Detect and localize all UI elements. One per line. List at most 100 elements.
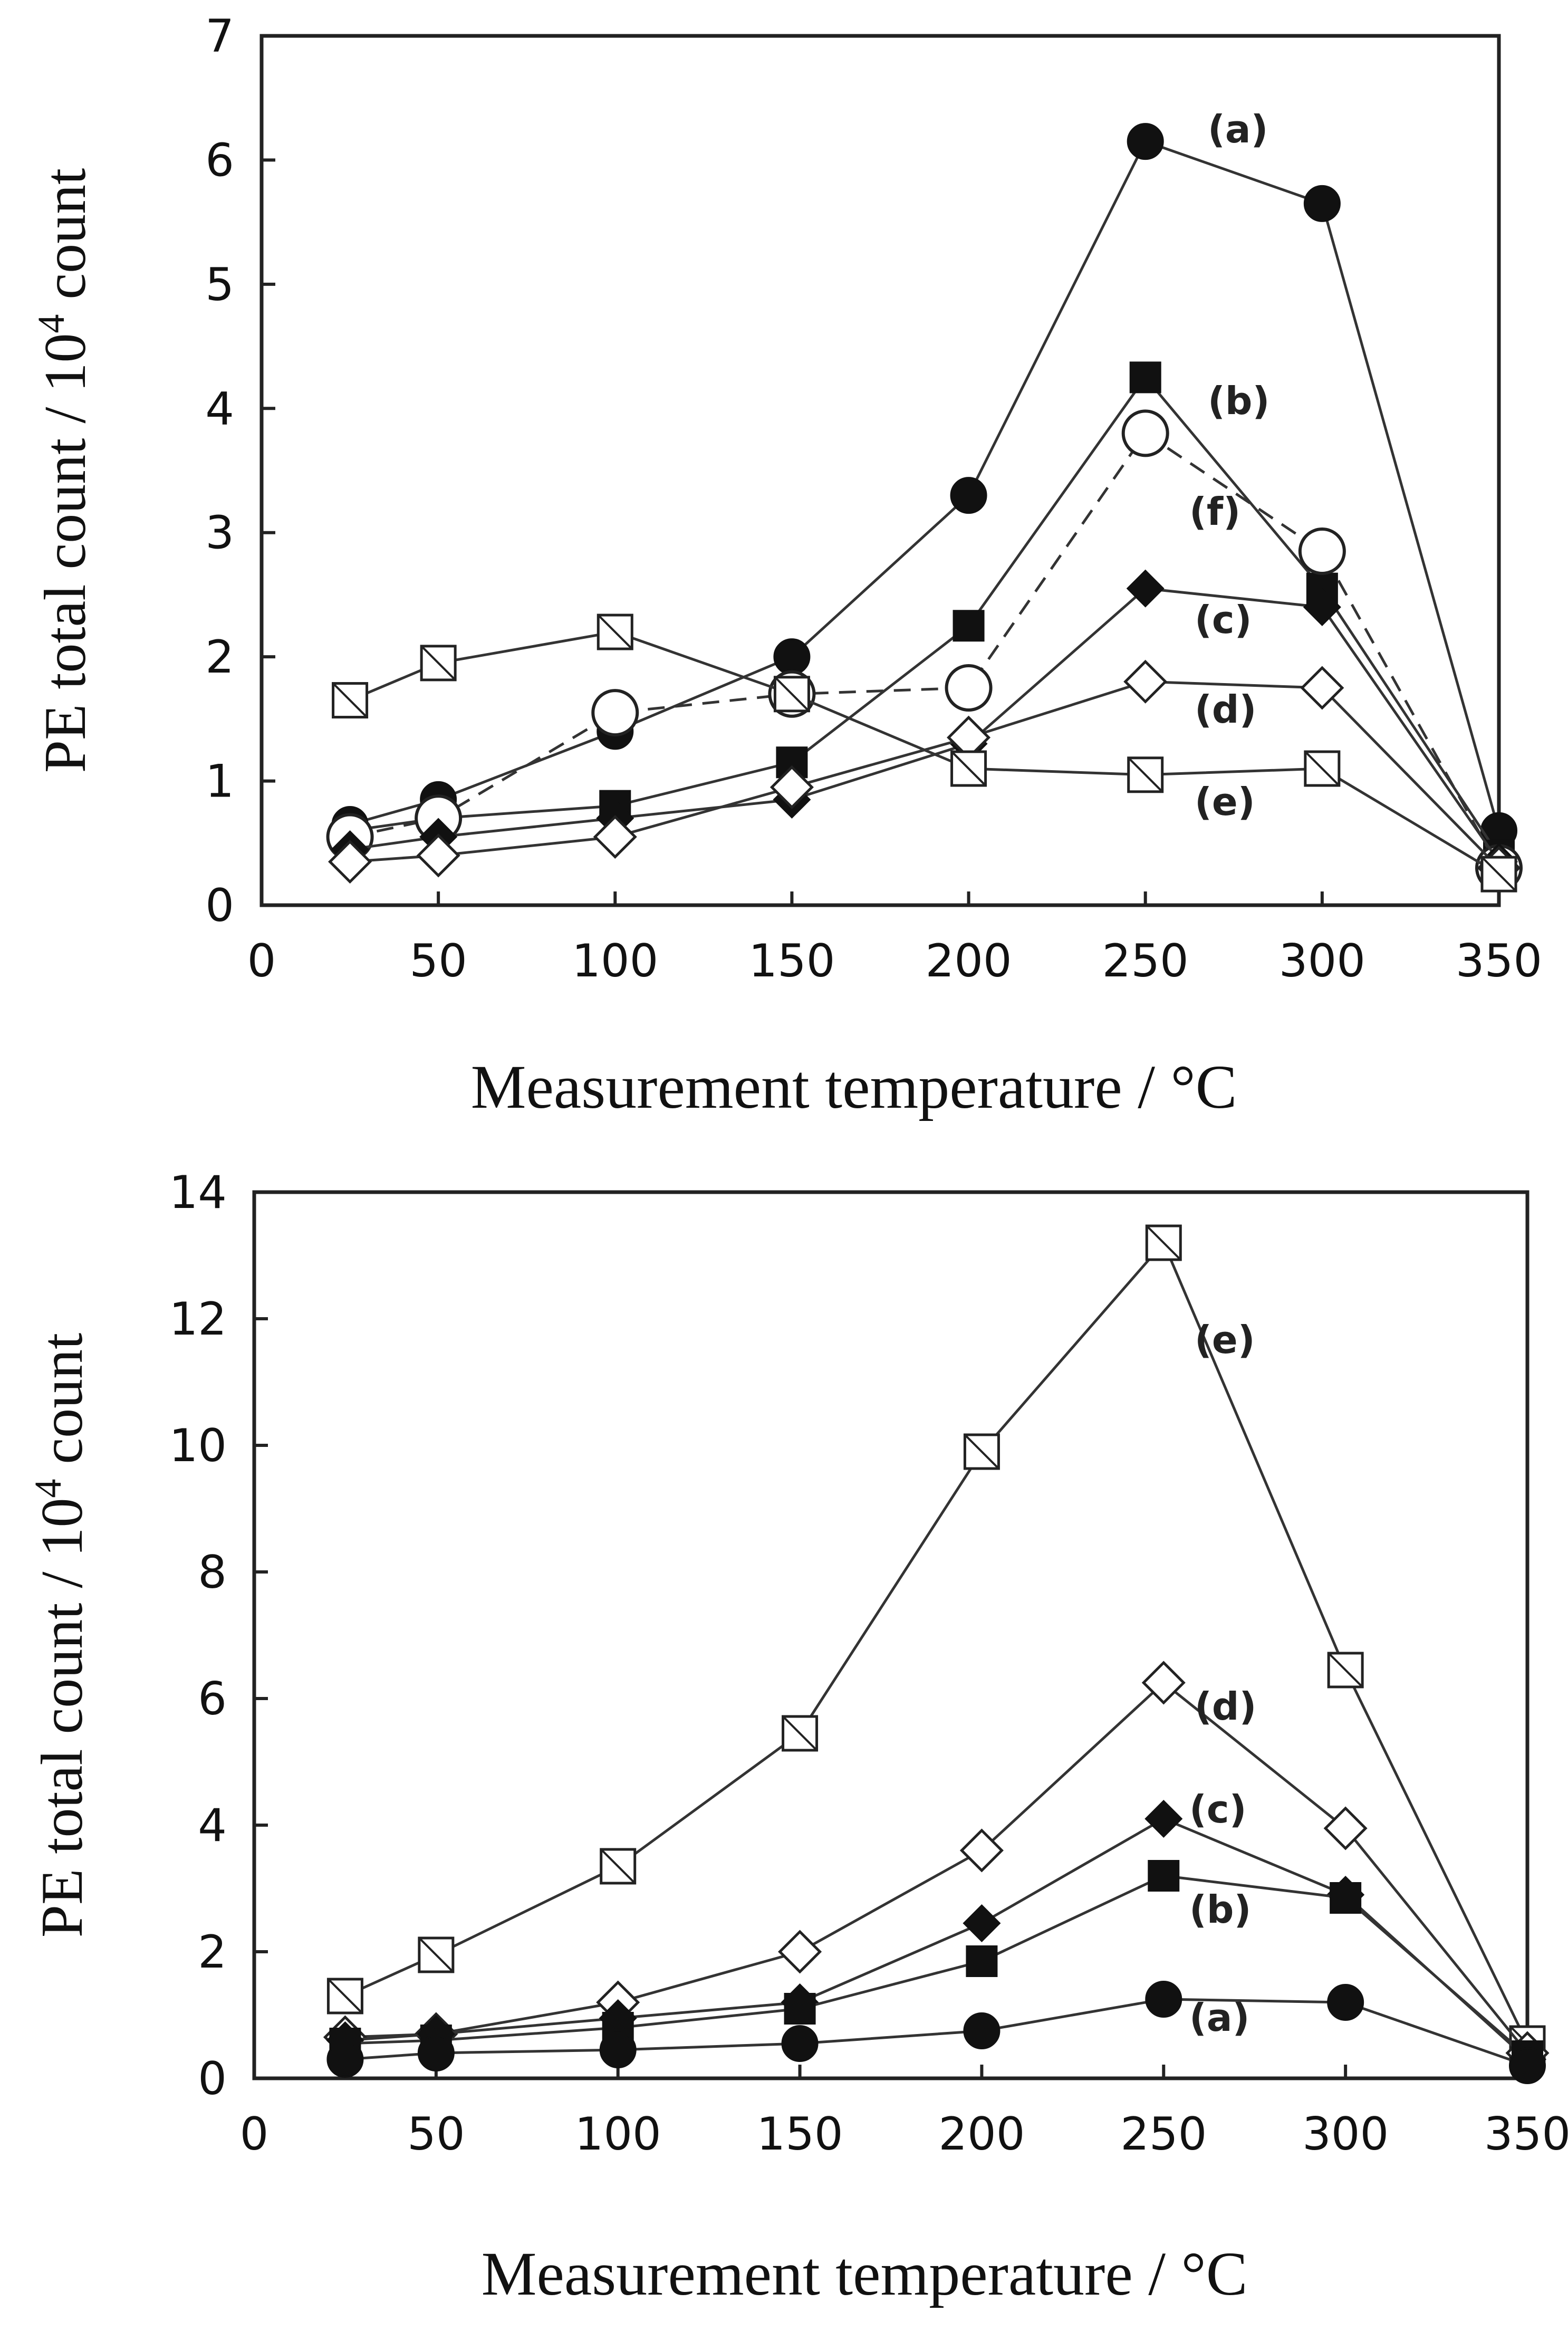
crossed-square-diagonal bbox=[420, 645, 456, 681]
series-b: (b) bbox=[329, 1860, 1543, 2072]
series-label-c: (c) bbox=[1189, 1787, 1247, 1831]
y-axis-label-unit: count bbox=[33, 168, 98, 314]
data-point-a-4 bbox=[950, 477, 987, 514]
data-point-a-6 bbox=[1327, 1984, 1364, 2021]
data-point-a-3 bbox=[781, 2025, 819, 2062]
crossed-square-diagonal bbox=[1304, 751, 1340, 786]
data-point-d-1 bbox=[416, 833, 460, 878]
crossed-square-diagonal bbox=[951, 751, 986, 786]
data-point-e-4 bbox=[950, 750, 987, 787]
y-tick-label: 6 bbox=[198, 1673, 227, 1725]
data-point-d-5 bbox=[1123, 659, 1168, 704]
crossed-square-diagonal bbox=[964, 1434, 999, 1470]
y-tick-label: 0 bbox=[205, 879, 234, 932]
data-point-a-0 bbox=[326, 2041, 364, 2078]
data-point-e-2 bbox=[600, 1848, 637, 1885]
data-point-e-5 bbox=[1127, 756, 1164, 793]
x-tick-label: 0 bbox=[247, 935, 276, 987]
y-axis-label-unit: count bbox=[30, 1333, 95, 1479]
plot-frame bbox=[252, 1190, 1529, 2080]
y-tick-label: 4 bbox=[198, 1799, 227, 1852]
series-label-b: (b) bbox=[1189, 1887, 1251, 1932]
series-line-f bbox=[350, 431, 1500, 869]
data-point-a-2 bbox=[599, 2031, 637, 2068]
x-tick-label: 100 bbox=[572, 935, 658, 987]
data-point-a-5 bbox=[1145, 1981, 1182, 2018]
series-line-c bbox=[350, 587, 1500, 863]
data-point-f-6 bbox=[1298, 527, 1346, 575]
x-tick-label: 250 bbox=[1120, 2108, 1207, 2161]
series-line-b bbox=[345, 1874, 1528, 2057]
y-tick-label: 1 bbox=[205, 755, 234, 808]
crossed-square-diagonal bbox=[1128, 757, 1163, 793]
data-point-c-6 bbox=[1303, 588, 1341, 626]
data-point-c-5 bbox=[1126, 569, 1165, 608]
data-point-b-6 bbox=[1330, 1882, 1362, 1914]
data-point-b-5 bbox=[1148, 1860, 1180, 1892]
x-tick-label: 50 bbox=[407, 2108, 465, 2161]
data-point-d-4 bbox=[959, 1828, 1004, 1873]
data-point-f-4 bbox=[945, 664, 993, 712]
data-point-a-1 bbox=[417, 2035, 455, 2071]
chart-panel-2: 0 2 4 6 8 10 12 14 0 50 100 150 200 250 300 350 (e) (d) (c… bbox=[27, 1166, 1568, 2308]
data-point-d-6 bbox=[1323, 1806, 1368, 1850]
series-d: (d) bbox=[323, 1661, 1550, 2075]
x-tick-label: 50 bbox=[409, 935, 467, 987]
series-label-d: (d) bbox=[1195, 687, 1256, 732]
crossed-square-diagonal bbox=[1146, 1225, 1181, 1261]
y-tick-label: 0 bbox=[198, 2052, 227, 2105]
data-point-b-3 bbox=[784, 1993, 816, 2025]
data-point-a-6 bbox=[1303, 185, 1341, 222]
x-tick-label: 150 bbox=[748, 935, 835, 987]
y-tick-label: 8 bbox=[198, 1546, 227, 1599]
series-a: (a) bbox=[326, 1981, 1546, 2084]
y-tick-label: 10 bbox=[169, 1419, 227, 1472]
crossed-square-diagonal bbox=[332, 683, 368, 718]
x-tick-label: 200 bbox=[938, 2108, 1025, 2161]
data-point-d-3 bbox=[778, 1930, 822, 1974]
x-tick-label: 250 bbox=[1102, 935, 1189, 987]
data-point-a-5 bbox=[1127, 123, 1164, 160]
y-tick-label: 6 bbox=[205, 134, 234, 187]
plot-frame bbox=[259, 34, 1501, 907]
crossed-square-diagonal bbox=[597, 614, 633, 650]
data-point-f-2 bbox=[591, 689, 639, 737]
data-point-f-5 bbox=[1121, 409, 1169, 457]
x-axis-label: Measurement temperature / °C bbox=[482, 2239, 1248, 2308]
data-point-a-7 bbox=[1509, 2047, 1546, 2084]
series-d: (d) bbox=[328, 659, 1521, 890]
data-point-e-4 bbox=[963, 1433, 1000, 1470]
x-tick-label: 100 bbox=[575, 2108, 661, 2161]
data-point-d-0 bbox=[328, 840, 372, 884]
crossed-square-diagonal bbox=[1481, 856, 1517, 892]
crossed-square-diagonal bbox=[600, 1848, 636, 1884]
data-point-e-0 bbox=[332, 682, 369, 719]
y-tick-label: 4 bbox=[205, 382, 234, 435]
y-axis-label-exponent: 4 bbox=[27, 1479, 69, 1498]
crossed-square-diagonal bbox=[1327, 1652, 1363, 1688]
x-tick-label: 200 bbox=[925, 935, 1012, 987]
series-line-e bbox=[344, 1240, 1529, 2045]
data-point-a-3 bbox=[773, 638, 811, 676]
y-axis-label: PE total count / 104 count bbox=[27, 1333, 95, 1938]
data-point-e-3 bbox=[773, 676, 810, 713]
y-axis-label-main: PE total count / 10 bbox=[30, 1498, 95, 1938]
y-axis-label-exponent: 4 bbox=[30, 314, 72, 333]
data-point-e-6 bbox=[1327, 1652, 1364, 1689]
data-point-d-2 bbox=[593, 814, 637, 859]
data-point-c-4 bbox=[963, 1904, 1001, 1942]
y-tick-label: 5 bbox=[205, 258, 234, 311]
x-tick-label: 300 bbox=[1302, 2108, 1389, 2161]
series-e: (e) bbox=[326, 1224, 1546, 2062]
series-b: (b) bbox=[334, 361, 1515, 871]
data-point-b-4 bbox=[966, 1945, 998, 1977]
data-point-d-3 bbox=[769, 765, 814, 809]
crossed-square-diagonal bbox=[418, 1937, 454, 1973]
data-point-e-5 bbox=[1145, 1224, 1182, 1261]
data-point-b-5 bbox=[1129, 361, 1161, 394]
y-tick-label: 12 bbox=[169, 1293, 227, 1346]
crossed-square-diagonal bbox=[782, 1715, 817, 1751]
series-line-c bbox=[345, 1817, 1528, 2060]
series-a: (a) bbox=[331, 107, 1517, 849]
